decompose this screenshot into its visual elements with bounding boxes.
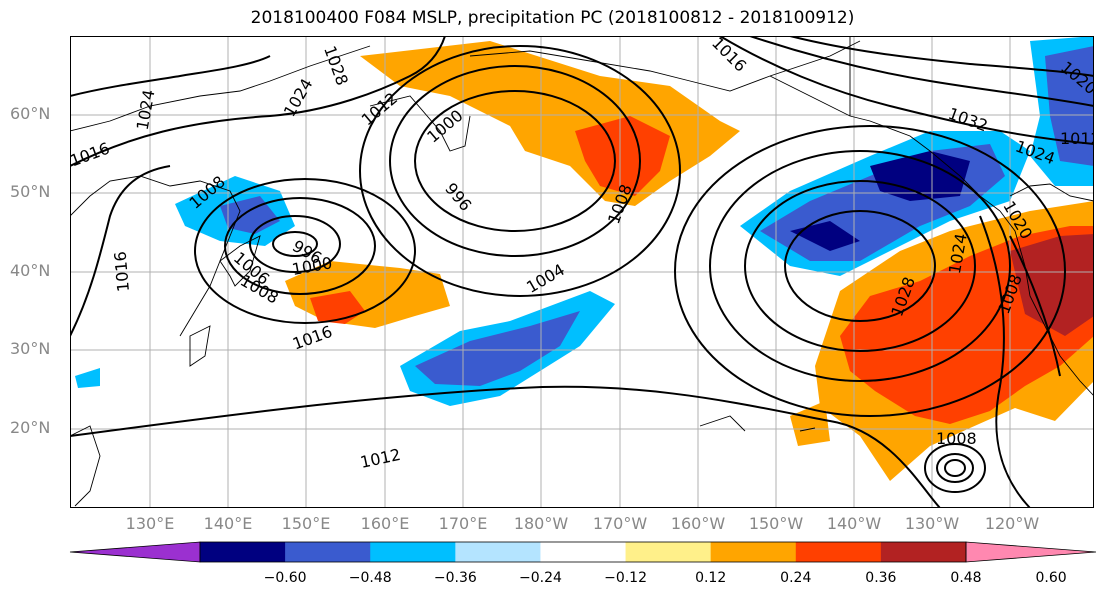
colorbar-tick-label: 0.48: [950, 570, 982, 586]
map-title: 2018100400 F084 MSLP, precipitation PC (…: [250, 8, 855, 28]
colorbar-extend-high: [965, 541, 1097, 563]
colorbar-segment: [625, 542, 712, 562]
colorbar-tick-label: −0.36: [433, 570, 477, 586]
colorbar-tick-label: −0.60: [263, 570, 307, 586]
lon-tick-label: 170°W: [592, 514, 648, 533]
colorbar-outline: [199, 541, 967, 563]
map-frame: [70, 36, 1094, 508]
colorbar-tick-label: −0.48: [348, 570, 392, 586]
lon-tick-label: 140°E: [203, 514, 253, 533]
colorbar-extend-low: [69, 541, 201, 563]
colorbar-tick-label: 0.36: [865, 570, 897, 586]
colorbar-tick-label: −0.24: [518, 570, 562, 586]
isobar-label: 1016: [111, 251, 133, 293]
isobars: [70, 36, 1094, 508]
lon-tick-label: 140°W: [826, 514, 882, 533]
colorbar-segment: [880, 542, 967, 562]
colorbar-tick-label: 0.24: [780, 570, 812, 586]
colorbar-segment: [200, 542, 286, 562]
lat-tick-label: 60°N: [10, 104, 51, 123]
lon-tick-label: 130°E: [125, 514, 175, 533]
isobar-label: 1012: [1060, 129, 1094, 148]
lat-tick-label: 40°N: [10, 261, 51, 280]
colorbar-segment: [455, 542, 541, 562]
coastlines: [70, 36, 1094, 507]
colorbar: [69, 541, 1097, 563]
colorbar-segment: [285, 542, 371, 562]
lon-tick-label: 160°W: [670, 514, 726, 533]
isobar-label: 1008: [936, 429, 977, 448]
lon-tick-label: 180°W: [513, 514, 569, 533]
lat-tick-label: 30°N: [10, 339, 51, 358]
grid-lines: [70, 36, 1094, 508]
lon-tick-label: 130°W: [904, 514, 960, 533]
colorbar-segment: [710, 542, 797, 562]
lon-tick-label: 150°E: [281, 514, 331, 533]
lon-tick-label: 150°W: [748, 514, 804, 533]
colorbar-segment: [370, 542, 456, 562]
lat-tick-label: 20°N: [10, 418, 51, 437]
colorbar-segment: [540, 542, 627, 562]
lon-tick-label: 170°E: [438, 514, 488, 533]
lon-tick-label: 120°W: [984, 514, 1040, 533]
lat-tick-label: 50°N: [10, 182, 51, 201]
colorbar-tick-label: 0.12: [695, 570, 727, 586]
colorbar-tick-label: 0.60: [1035, 570, 1067, 586]
colorbar-tick-label: −0.12: [604, 570, 647, 586]
precip-anomaly-fills: [75, 36, 1094, 481]
lon-tick-label: 160°E: [360, 514, 410, 533]
map-plot-area: 1024 1028 1016 1012 1000 996 1008 1004 1…: [70, 36, 1094, 508]
colorbar-segment: [795, 542, 882, 562]
